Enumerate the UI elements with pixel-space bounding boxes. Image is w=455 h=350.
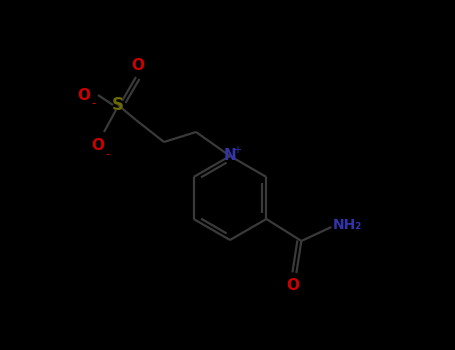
Text: S: S — [112, 96, 124, 114]
Text: O: O — [286, 278, 299, 293]
Text: -: - — [106, 148, 110, 161]
Text: NH₂: NH₂ — [333, 218, 362, 232]
Text: O: O — [77, 88, 91, 103]
Text: O: O — [91, 139, 105, 154]
Text: O: O — [131, 58, 145, 74]
Text: N: N — [223, 148, 237, 163]
Text: +: + — [233, 145, 241, 155]
Text: -: - — [92, 98, 96, 111]
